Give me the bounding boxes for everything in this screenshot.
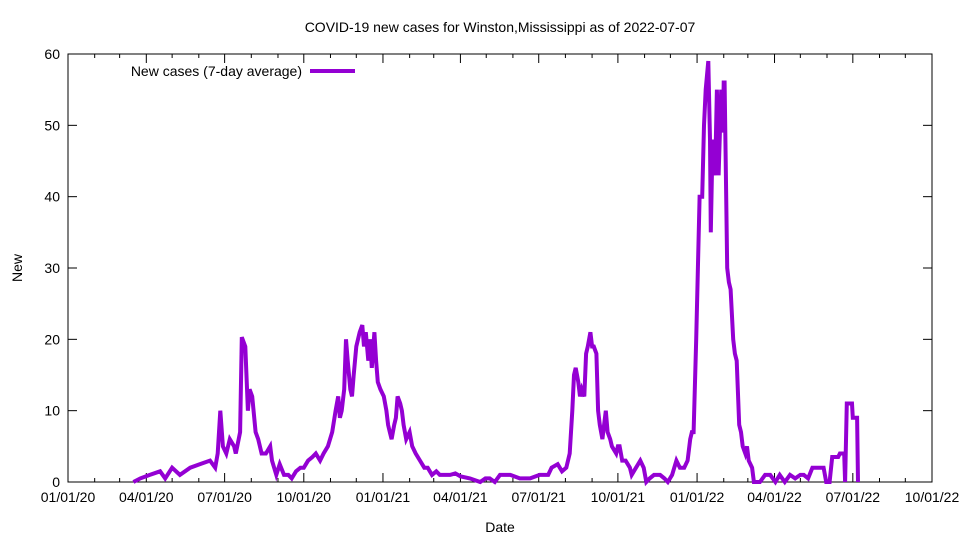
y-tick-label: 10 [44, 403, 60, 419]
x-tick-label: 04/01/21 [433, 489, 488, 505]
x-tick-label: 04/01/20 [119, 489, 174, 505]
legend: New cases (7-day average) [131, 63, 355, 79]
legend-label: New cases (7-day average) [131, 63, 302, 79]
y-tick-label: 60 [44, 46, 60, 62]
series-line [132, 60, 860, 487]
y-tick-label: 0 [52, 474, 60, 490]
y-axis-label: New [9, 253, 25, 282]
x-tick-label: 01/01/21 [356, 489, 411, 505]
x-tick-label: 04/01/22 [747, 489, 802, 505]
x-tick-label: 01/01/22 [670, 489, 725, 505]
y-tick-label: 50 [44, 117, 60, 133]
x-tick-label: 10/01/21 [591, 489, 646, 505]
plot-border [67, 53, 933, 483]
x-axis-label: Date [485, 519, 515, 535]
x-tick-label: 01/01/20 [41, 489, 96, 505]
x-tick-label: 07/01/20 [197, 489, 252, 505]
y-tick-label: 20 [44, 331, 60, 347]
series-layer [132, 60, 860, 487]
x-tick-label: 07/01/21 [511, 489, 566, 505]
x-tick-label: 10/01/20 [277, 489, 332, 505]
chart-title: COVID-19 new cases for Winston,Mississip… [305, 19, 696, 35]
x-tick-label: 10/01/22 [905, 489, 960, 505]
y-tick-label: 30 [44, 260, 60, 276]
axes: 0 10 20 30 40 50 60 01/01/20 04/01/20 07/01/20 10/… [41, 46, 960, 505]
y-tick-label: 40 [44, 189, 60, 205]
x-tick-label: 07/01/22 [826, 489, 881, 505]
